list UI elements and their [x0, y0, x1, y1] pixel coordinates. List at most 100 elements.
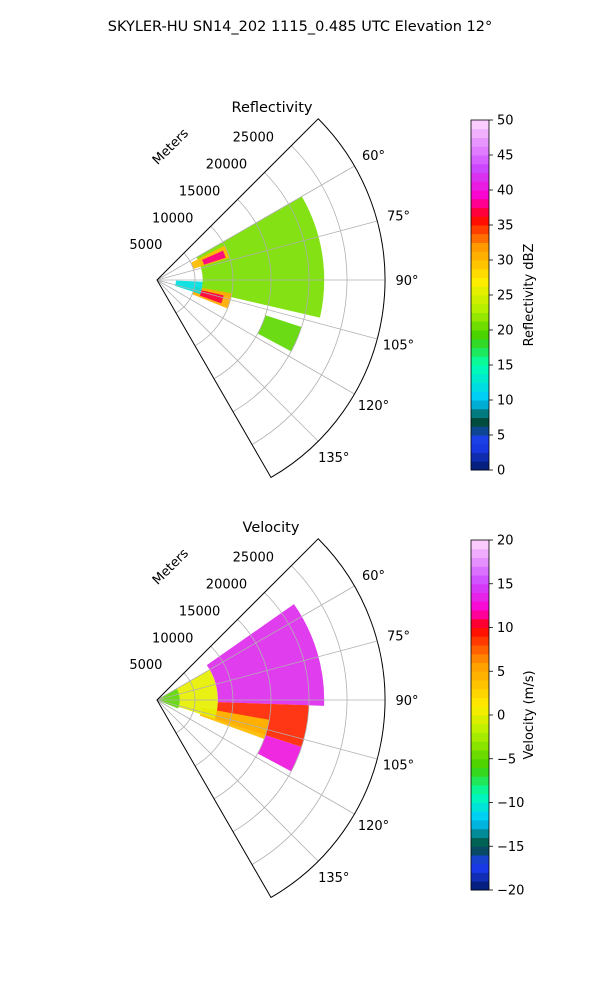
- velocity-panel: Velocity 60° 75° 90° 105° 120° 135° 5000 10000…: [129, 520, 537, 899]
- reflectivity-colorbar-swatch: [471, 347, 489, 357]
- reflectivity-theta-tick-label: 105°: [383, 339, 414, 354]
- velocity-colorbar-swatch: [471, 793, 489, 803]
- velocity-region: [176, 669, 218, 719]
- velocity-colorbar-swatch: [471, 592, 489, 602]
- reflectivity-colorbar-swatch: [471, 268, 489, 278]
- velocity-colorbar-tick-label: −15: [497, 840, 524, 855]
- reflectivity-radial-line: [156, 279, 319, 442]
- reflectivity-title: Reflectivity: [232, 100, 313, 116]
- velocity-colorbar-swatch: [471, 741, 489, 751]
- velocity-region: [257, 735, 302, 772]
- velocity-colorbar-swatch: [471, 758, 489, 768]
- velocity-colorbar-swatch: [471, 881, 489, 891]
- velocity-colorbar-swatch: [471, 872, 489, 882]
- reflectivity-colorbar-swatch: [471, 295, 489, 305]
- reflectivity-colorbar-swatch: [471, 321, 489, 331]
- reflectivity-colorbar-swatch: [471, 400, 489, 410]
- reflectivity-colorbar-swatch: [471, 155, 489, 165]
- reflectivity-colorbar: 0 5 10 15 20 25 30 35 40 45 50: [470, 114, 514, 479]
- velocity-theta-tick-label: 60°: [362, 569, 385, 584]
- velocity-colorbar-swatch: [471, 583, 489, 593]
- velocity-colorbar-swatch: [471, 566, 489, 576]
- reflectivity-region: [199, 290, 224, 304]
- velocity-colorbar-tick-label: 0: [497, 709, 505, 724]
- velocity-colorbar-swatch: [471, 645, 489, 655]
- reflectivity-colorbar-swatch: [471, 356, 489, 366]
- velocity-colorbar-swatch: [471, 846, 489, 856]
- reflectivity-colorbar-tick-label: 5: [497, 429, 505, 444]
- reflectivity-colorbar-swatch: [471, 181, 489, 191]
- velocity-grid: [156, 538, 386, 899]
- velocity-r-tick-label: 5000: [129, 658, 162, 673]
- velocity-radial-line: [156, 699, 355, 815]
- reflectivity-range-ring: [175, 252, 196, 314]
- velocity-colorbar-tick-label: −20: [497, 884, 524, 899]
- velocity-colorbar-tick-label: 15: [497, 577, 514, 592]
- velocity-colorbar-swatch: [471, 820, 489, 830]
- reflectivity-region: [257, 315, 302, 352]
- reflectivity-colorbar-swatch: [471, 233, 489, 243]
- velocity-radial-line: [156, 699, 378, 760]
- velocity-colorbar-swatch: [471, 627, 489, 637]
- reflectivity-colorbar-swatch: [471, 330, 489, 340]
- reflectivity-colorbar-swatch: [471, 146, 489, 156]
- reflectivity-radial-line: [156, 279, 378, 340]
- reflectivity-panel: Reflectivity 60° 75° 90° 105° 120° 135° 5000 1…: [129, 100, 537, 479]
- reflectivity-colorbar-label: Reflectivity dBZ: [522, 244, 537, 347]
- reflectivity-colorbar-swatch: [471, 461, 489, 471]
- reflectivity-r-tick-label: 15000: [179, 184, 220, 199]
- reflectivity-range-ring: [213, 199, 272, 380]
- reflectivity-colorbar-tick-label: 20: [497, 324, 514, 339]
- reflectivity-colorbar-swatch: [471, 443, 489, 453]
- reflectivity-colorbar-swatch: [471, 216, 489, 226]
- reflectivity-colorbar-swatch: [471, 137, 489, 147]
- velocity-colorbar-swatch: [471, 610, 489, 620]
- velocity-r-label: Meters: [150, 546, 192, 588]
- reflectivity-colorbar-swatch: [471, 120, 489, 130]
- reflectivity-theta-tick-label: 135°: [318, 451, 349, 466]
- reflectivity-range-ring: [251, 145, 348, 445]
- velocity-range-ring: [194, 645, 234, 767]
- reflectivity-colorbar-tick-label: 10: [497, 394, 514, 409]
- velocity-radial-line: [156, 699, 319, 862]
- velocity-colorbar-swatch: [471, 706, 489, 716]
- velocity-colorbar-swatch: [471, 680, 489, 690]
- velocity-colorbar-tick-label: 5: [497, 665, 505, 680]
- reflectivity-colorbar-swatch: [471, 260, 489, 270]
- velocity-range-ring: [213, 619, 272, 800]
- velocity-theta-ticks: 60° 75° 90° 105° 120° 135°: [318, 569, 418, 886]
- velocity-colorbar-swatch: [471, 723, 489, 733]
- velocity-colorbar: −20 −15 −10 −5 0 5 10 15 20: [470, 534, 524, 899]
- reflectivity-grid: [156, 118, 386, 479]
- velocity-range-ring: [251, 565, 348, 865]
- reflectivity-colorbar-swatch: [471, 391, 489, 401]
- reflectivity-colorbar-swatch: [471, 338, 489, 348]
- reflectivity-colorbar-swatch: [471, 303, 489, 313]
- velocity-colorbar-swatch: [471, 863, 489, 873]
- reflectivity-field: [175, 196, 325, 352]
- reflectivity-colorbar-swatch: [471, 382, 489, 392]
- velocity-theta-tick-label: 90°: [395, 694, 418, 709]
- reflectivity-colorbar-tick-label: 35: [497, 219, 514, 234]
- reflectivity-theta-tick-label: 75°: [387, 209, 410, 224]
- reflectivity-colorbar-swatch: [471, 373, 489, 383]
- figure-title: SKYLER-HU SN14_202 1115_0.485 UTC Elevat…: [108, 19, 492, 35]
- reflectivity-radial-line: [156, 165, 355, 281]
- reflectivity-colorbar-swatch: [471, 365, 489, 375]
- reflectivity-colorbar-tick-label: 15: [497, 359, 514, 374]
- reflectivity-colorbar-tick-label: 30: [497, 254, 514, 269]
- velocity-colorbar-tick-label: 20: [497, 534, 514, 549]
- reflectivity-theta-tick-label: 60°: [362, 149, 385, 164]
- velocity-colorbar-swatch: [471, 653, 489, 663]
- reflectivity-colorbar-swatch: [471, 417, 489, 427]
- velocity-colorbar-swatch: [471, 776, 489, 786]
- velocity-colorbar-tick-label: −10: [497, 796, 524, 811]
- velocity-colorbar-label: Velocity (m/s): [522, 670, 537, 759]
- reflectivity-r-ticks: 5000 10000 15000 20000 25000: [129, 131, 274, 253]
- reflectivity-colorbar-swatch: [471, 435, 489, 445]
- reflectivity-colorbar-swatch: [471, 452, 489, 462]
- reflectivity-theta-tick-label: 120°: [358, 399, 389, 414]
- reflectivity-colorbar-swatch: [471, 225, 489, 235]
- reflectivity-colorbar-tick-label: 45: [497, 149, 514, 164]
- reflectivity-colorbar-swatch: [471, 163, 489, 173]
